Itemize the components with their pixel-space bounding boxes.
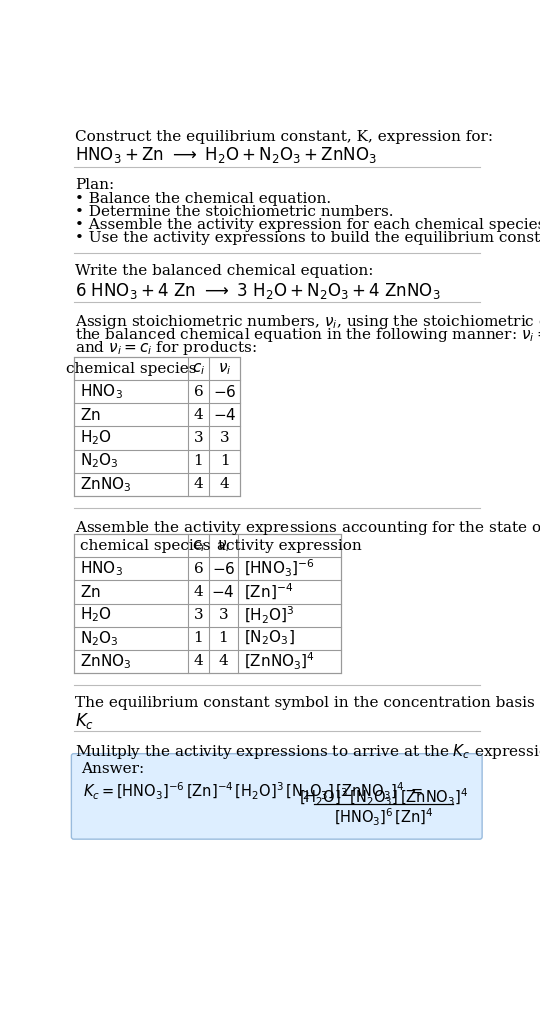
Text: $\mathrm{HNO_3 + Zn\ \longrightarrow\ H_2O + N_2O_3 + ZnNO_3}$: $\mathrm{HNO_3 + Zn\ \longrightarrow\ H_… xyxy=(75,146,377,165)
Text: $\mathrm{[ZnNO_3]^4}$: $\mathrm{[ZnNO_3]^4}$ xyxy=(244,651,315,672)
Text: Construct the equilibrium constant, K, expression for:: Construct the equilibrium constant, K, e… xyxy=(75,130,494,144)
Text: 1: 1 xyxy=(194,631,204,645)
Text: $K_c$: $K_c$ xyxy=(75,711,94,732)
Text: $\mathrm{[N_2O_3]}$: $\mathrm{[N_2O_3]}$ xyxy=(244,629,295,647)
Text: $-4$: $-4$ xyxy=(212,584,235,600)
Text: 1: 1 xyxy=(220,454,229,468)
Text: $\mathrm{ZnNO_3}$: $\mathrm{ZnNO_3}$ xyxy=(80,475,131,493)
Text: 4: 4 xyxy=(220,477,229,491)
Text: 4: 4 xyxy=(194,408,204,422)
Text: $\mathrm{[H_2O]^3}$: $\mathrm{[H_2O]^3}$ xyxy=(244,604,295,626)
Text: $\mathrm{[Zn]^{-4}}$: $\mathrm{[Zn]^{-4}}$ xyxy=(244,582,293,602)
Text: 3: 3 xyxy=(220,431,229,445)
Text: $\mathrm{[HNO_3]^{-6}}$: $\mathrm{[HNO_3]^{-6}}$ xyxy=(244,558,315,580)
Text: Plan:: Plan: xyxy=(75,177,114,192)
Text: $\mathrm{6\ HNO_3 + 4\ Zn\ \longrightarrow\ 3\ H_2O + N_2O_3 + 4\ ZnNO_3}$: $\mathrm{6\ HNO_3 + 4\ Zn\ \longrightarr… xyxy=(75,281,441,301)
Text: 4: 4 xyxy=(218,654,228,668)
Text: activity expression: activity expression xyxy=(217,539,361,552)
Text: $\mathrm{[H_2O]^3\,[N_2O_3]\,[ZnNO_3]^4}$: $\mathrm{[H_2O]^3\,[N_2O_3]\,[ZnNO_3]^4}… xyxy=(299,787,468,808)
Text: $\mathrm{H_2O}$: $\mathrm{H_2O}$ xyxy=(80,605,112,625)
Text: Write the balanced chemical equation:: Write the balanced chemical equation: xyxy=(75,264,374,278)
FancyBboxPatch shape xyxy=(71,754,482,840)
Bar xyxy=(73,534,341,673)
Text: $\mathrm{N_2O_3}$: $\mathrm{N_2O_3}$ xyxy=(80,629,119,647)
Text: 4: 4 xyxy=(194,654,204,668)
Text: $-4$: $-4$ xyxy=(213,407,237,423)
Text: 3: 3 xyxy=(219,608,228,622)
Text: $c_i$: $c_i$ xyxy=(192,538,205,553)
Text: 1: 1 xyxy=(194,454,204,468)
Text: $\mathrm{HNO_3}$: $\mathrm{HNO_3}$ xyxy=(80,559,123,578)
Text: 6: 6 xyxy=(194,385,204,398)
Text: Assign stoichiometric numbers, $\nu_i$, using the stoichiometric coefficients, $: Assign stoichiometric numbers, $\nu_i$, … xyxy=(75,313,540,331)
Text: • Assemble the activity expression for each chemical species.: • Assemble the activity expression for e… xyxy=(75,218,540,231)
Text: • Use the activity expressions to build the equilibrium constant expression.: • Use the activity expressions to build … xyxy=(75,231,540,245)
Text: the balanced chemical equation in the following manner: $\nu_i = -c_i$ for react: the balanced chemical equation in the fo… xyxy=(75,326,540,344)
Text: chemical species: chemical species xyxy=(80,539,211,552)
Bar xyxy=(73,357,240,495)
Text: 3: 3 xyxy=(194,431,203,445)
Text: and $\nu_i = c_i$ for products:: and $\nu_i = c_i$ for products: xyxy=(75,339,257,358)
Text: Mulitply the activity expressions to arrive at the $K_c$ expression:: Mulitply the activity expressions to arr… xyxy=(75,742,540,761)
Text: • Determine the stoichiometric numbers.: • Determine the stoichiometric numbers. xyxy=(75,205,394,219)
Text: 1: 1 xyxy=(218,631,228,645)
Text: chemical species: chemical species xyxy=(66,362,197,376)
Text: $\nu_i$: $\nu_i$ xyxy=(217,538,230,553)
Text: $\mathrm{Zn}$: $\mathrm{Zn}$ xyxy=(80,407,101,423)
Text: $c_i$: $c_i$ xyxy=(192,361,205,377)
Text: $\mathrm{H_2O}$: $\mathrm{H_2O}$ xyxy=(80,429,112,447)
Text: $K_c = \mathrm{[HNO_3]^{-6}\,[Zn]^{-4}\,[H_2O]^{3}\,[N_2O_3]\,[ZnNO_3]^4\ =}$: $K_c = \mathrm{[HNO_3]^{-6}\,[Zn]^{-4}\,… xyxy=(83,781,423,802)
Text: $\mathrm{ZnNO_3}$: $\mathrm{ZnNO_3}$ xyxy=(80,652,131,671)
Text: $\mathrm{[HNO_3]^6\,[Zn]^4}$: $\mathrm{[HNO_3]^6\,[Zn]^4}$ xyxy=(334,807,434,827)
Text: $\mathrm{Zn}$: $\mathrm{Zn}$ xyxy=(80,584,101,600)
Text: 3: 3 xyxy=(194,608,203,622)
Text: $\mathrm{N_2O_3}$: $\mathrm{N_2O_3}$ xyxy=(80,451,119,471)
Text: 6: 6 xyxy=(194,561,204,576)
Text: 4: 4 xyxy=(194,477,204,491)
Text: The equilibrium constant symbol in the concentration basis is:: The equilibrium constant symbol in the c… xyxy=(75,696,540,710)
Text: $\mathrm{HNO_3}$: $\mathrm{HNO_3}$ xyxy=(80,382,123,401)
Text: $-6$: $-6$ xyxy=(213,384,237,399)
Text: • Balance the chemical equation.: • Balance the chemical equation. xyxy=(75,192,332,206)
Text: Assemble the activity expressions accounting for the state of matter and $\nu_i$: Assemble the activity expressions accoun… xyxy=(75,519,540,537)
Text: 4: 4 xyxy=(194,585,204,599)
Text: $-6$: $-6$ xyxy=(212,560,235,577)
Text: Answer:: Answer: xyxy=(82,762,145,776)
Text: $\nu_i$: $\nu_i$ xyxy=(218,361,232,377)
